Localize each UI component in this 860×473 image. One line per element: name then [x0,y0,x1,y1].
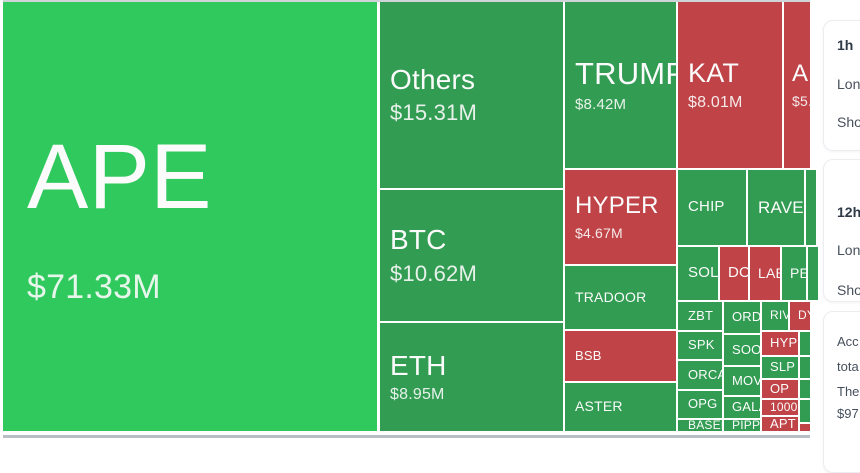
treemap-cell-tradoor[interactable]: TRADOOR [565,266,676,329]
treemap-cell-spk[interactable]: SPK [678,332,722,359]
cell-symbol: RIVER [770,308,788,323]
cell-value: $8.95M [390,386,445,404]
cell-symbol: CHIP [688,198,725,216]
treemap-cell-river[interactable]: RIVER [762,302,788,330]
cell-symbol: SLP [770,359,796,375]
cell-symbol: 1000 [770,400,798,414]
treemap-cell-hype[interactable]: HYPE [762,332,798,355]
cell-symbol: ORDI [732,309,760,325]
stats-card-1h: 1h Long Short [823,20,860,151]
summary-card: Acc tota The $97 [823,311,860,473]
treemap-cell-eth[interactable]: ETH $8.95M [380,323,563,431]
treemap-cell-bsb[interactable]: BSB [565,331,676,381]
cell-symbol: SPK [688,337,715,353]
cell-symbol: DOG [728,264,748,282]
treemap-sliver[interactable] [806,170,816,245]
cell-symbol: LAB [758,264,780,281]
summary-line: tota [837,359,859,374]
card-title-1h: 1h [837,37,854,53]
cell-symbol: TRUMP [575,55,676,91]
summary-line: Acc [837,334,859,349]
cell-value: $4.67M [575,224,623,241]
stats-card-12h: 12h Long Short [823,159,860,302]
cell-symbol: GALA [732,399,760,415]
treemap-cell-dog[interactable]: DOG [720,247,748,300]
cell-symbol: ZBT [688,307,714,323]
treemap-cell-slp[interactable]: SLP [762,357,798,378]
treemap-sliver[interactable] [800,400,810,422]
cell-symbol: ORCA [688,366,722,382]
cell-symbol: BSB [575,347,602,363]
treemap-cell-chip[interactable]: CHIP [678,170,746,245]
treemap-cell-pengu[interactable]: PENGU [782,247,806,300]
cell-symbol: AI [792,60,810,88]
treemap-cell-ape[interactable]: APE $71.33M [3,2,377,431]
treemap-cell-soon[interactable]: SOON [724,335,760,365]
cell-symbol: ASTER [575,398,623,415]
cell-symbol: KAT [688,58,740,89]
liquidation-treemap: APE $71.33M Others $15.31M BTC $10.62M ETH $8.9… [3,0,818,438]
treemap-cell-orca[interactable]: ORCA [678,361,722,389]
cell-symbol: DY [798,308,810,323]
cell-symbol: SOL [688,264,718,282]
treemap-sliver[interactable] [800,332,810,355]
summary-line: $97 [837,406,859,421]
cell-symbol: BASED [688,420,722,431]
treemap-sliver[interactable] [800,424,810,431]
stat-row-long: Long [837,242,860,258]
treemap-cell-1000[interactable]: 1000 [762,400,798,415]
treemap-cell-ai[interactable]: AI $5. [784,2,810,168]
cell-symbol: APE [27,126,212,229]
cell-symbol: SOON [732,341,760,357]
treemap-sliver[interactable] [800,380,810,398]
treemap-sliver[interactable] [808,247,818,300]
cell-value: $15.31M [390,100,478,126]
treemap-cell-dy[interactable]: DY [790,302,810,330]
treemap-cell-op[interactable]: OP [762,380,798,398]
cell-value: $8.01M [688,93,743,111]
treemap-cell-rave[interactable]: RAVE [748,170,804,245]
cell-value: $10.62M [390,260,478,286]
treemap-cell-based[interactable]: BASED [678,420,722,431]
treemap-cell-btc[interactable]: BTC $10.62M [380,190,563,321]
treemap-cell-sol[interactable]: SOL [678,247,718,300]
treemap-cell-aster[interactable]: ASTER [565,383,676,431]
treemap-cell-opg[interactable]: OPG [678,391,722,418]
treemap-cell-apt[interactable]: APT [762,417,798,431]
stat-row-long: Long [837,76,860,92]
cell-symbol: HYPER [575,192,659,220]
treemap-cell-lab[interactable]: LAB [750,247,780,300]
cell-symbol: OPG [688,396,718,412]
cell-symbol: PIPPIN [732,420,760,431]
treemap-sliver[interactable] [800,357,810,378]
cell-symbol: BTC [390,224,447,256]
cell-symbol: MOVE [732,372,760,388]
cell-symbol: RAVE [758,197,804,217]
cell-symbol: OP [770,380,790,396]
treemap-cell-move[interactable]: MOVE [724,367,760,395]
cell-value: $5. [792,92,810,109]
treemap-cell-pippin[interactable]: PIPPIN [724,420,760,431]
treemap-cell-zbt[interactable]: ZBT [678,302,722,330]
stat-row-short: Short [837,282,860,298]
treemap-cell-ordi[interactable]: ORDI [724,302,760,333]
cell-symbol: APT [770,417,796,431]
treemap-cell-hyper[interactable]: HYPER $4.67M [565,170,676,264]
treemap-cell-others[interactable]: Others $15.31M [380,2,563,188]
cell-symbol: PENGU [790,264,806,281]
stat-row-short: Short [837,114,860,130]
cell-symbol: HYPE [770,335,798,351]
treemap-cell-kat[interactable]: KAT $8.01M [678,2,782,168]
cell-value: $71.33M [27,267,161,306]
card-title-12h: 12h [837,204,860,220]
summary-line: The [837,384,860,399]
treemap-cell-trump[interactable]: TRUMP $8.42M [565,2,676,168]
cell-symbol: TRADOOR [575,288,647,305]
cell-symbol: ETH [390,349,447,381]
cell-value: $8.42M [575,96,627,114]
treemap-cell-gala[interactable]: GALA [724,397,760,418]
cell-symbol: Others [390,63,476,95]
